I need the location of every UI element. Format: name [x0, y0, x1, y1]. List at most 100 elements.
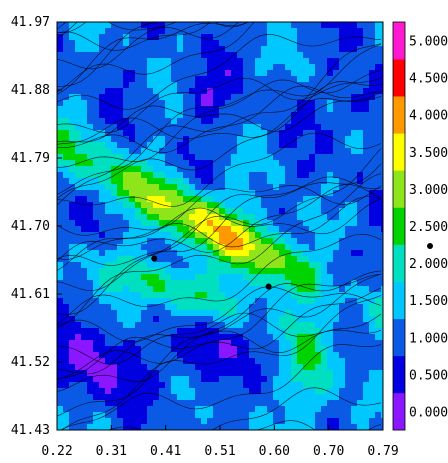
- heatmap-cell: [285, 310, 292, 317]
- heatmap-cell: [273, 250, 280, 257]
- heatmap-cell: [363, 244, 370, 251]
- heatmap-cell: [195, 112, 202, 119]
- heatmap-cell: [273, 388, 280, 395]
- heatmap-cell: [171, 166, 178, 173]
- heatmap-cell: [297, 292, 304, 299]
- heatmap-cell: [63, 292, 70, 299]
- heatmap-cell: [207, 190, 214, 197]
- heatmap-cell: [219, 190, 226, 197]
- heatmap-cell: [201, 370, 208, 377]
- heatmap-cell: [345, 358, 352, 365]
- heatmap-cell: [153, 28, 160, 35]
- heatmap-cell: [267, 358, 274, 365]
- heatmap-cell: [357, 112, 364, 119]
- heatmap-cell: [279, 160, 286, 167]
- heatmap-cell: [315, 64, 322, 71]
- heatmap-cell: [105, 400, 112, 407]
- heatmap-cell: [363, 22, 370, 29]
- heatmap-cell: [291, 142, 298, 149]
- heatmap-cell: [99, 364, 106, 371]
- heatmap-cell: [237, 166, 244, 173]
- heatmap-cell: [99, 94, 106, 101]
- heatmap-cell: [309, 28, 316, 35]
- heatmap-cell: [81, 304, 88, 311]
- heatmap-cell: [243, 154, 250, 161]
- heatmap-cell: [321, 304, 328, 311]
- heatmap-cell: [189, 418, 196, 425]
- heatmap-cell: [141, 112, 148, 119]
- heatmap-cell: [327, 190, 334, 197]
- heatmap-cell: [183, 334, 190, 341]
- heatmap-cell: [255, 22, 262, 29]
- y-tick-label: 41.97: [11, 15, 50, 30]
- heatmap-cell: [123, 76, 130, 83]
- heatmap-cell: [273, 256, 280, 263]
- heatmap-cell: [285, 40, 292, 47]
- heatmap-cell: [81, 160, 88, 167]
- heatmap-cell: [309, 76, 316, 83]
- heatmap-cell: [141, 28, 148, 35]
- heatmap-cell: [189, 388, 196, 395]
- heatmap-cell: [273, 400, 280, 407]
- heatmap-cell: [333, 352, 340, 359]
- heatmap-cell: [231, 232, 238, 239]
- heatmap-cell: [213, 256, 220, 263]
- heatmap-cell: [123, 46, 130, 53]
- heatmap-cell: [339, 124, 346, 131]
- heatmap-cell: [201, 328, 208, 335]
- heatmap-cell: [129, 208, 136, 215]
- heatmap-cell: [57, 334, 64, 341]
- heatmap-cell: [69, 172, 76, 179]
- heatmap-cell: [153, 376, 160, 383]
- y-tick-label: 41.70: [11, 219, 50, 234]
- heatmap-cell: [159, 352, 166, 359]
- heatmap-cell: [123, 190, 130, 197]
- heatmap-cell: [93, 418, 100, 425]
- heatmap-cell: [153, 154, 160, 161]
- heatmap-cell: [315, 70, 322, 77]
- heatmap-cell: [123, 376, 130, 383]
- heatmap-cell: [123, 142, 130, 149]
- heatmap-cell: [81, 346, 88, 353]
- heatmap-cell: [189, 262, 196, 269]
- heatmap-cell: [129, 394, 136, 401]
- heatmap-cell: [309, 256, 316, 263]
- heatmap-cell: [69, 178, 76, 185]
- heatmap-cell: [183, 226, 190, 233]
- heatmap-cell: [141, 382, 148, 389]
- heatmap-cell: [255, 172, 262, 179]
- heatmap-cell: [243, 208, 250, 215]
- heatmap-cell: [351, 394, 358, 401]
- heatmap-cell: [57, 274, 64, 281]
- heatmap-cell: [171, 280, 178, 287]
- heatmap-cell: [189, 106, 196, 113]
- heatmap-cell: [279, 214, 286, 221]
- heatmap-cell: [183, 244, 190, 251]
- heatmap-cell: [231, 226, 238, 233]
- heatmap-cell: [177, 160, 184, 167]
- heatmap-cell: [225, 82, 232, 89]
- heatmap-cell: [249, 112, 256, 119]
- heatmap-cell: [201, 130, 208, 137]
- heatmap-cell: [117, 202, 124, 209]
- heatmap-cell: [297, 328, 304, 335]
- heatmap-cell: [249, 94, 256, 101]
- heatmap-cell: [153, 280, 160, 287]
- heatmap-cell: [357, 418, 364, 425]
- heatmap-cell: [339, 166, 346, 173]
- heatmap-cell: [249, 232, 256, 239]
- heatmap-cell: [351, 316, 358, 323]
- heatmap-cell: [105, 226, 112, 233]
- heatmap-cell: [75, 328, 82, 335]
- heatmap-cell: [117, 166, 124, 173]
- heatmap-cell: [249, 22, 256, 29]
- heatmap-cell: [369, 58, 376, 65]
- heatmap-cell: [291, 208, 298, 215]
- heatmap-cell: [351, 124, 358, 131]
- heatmap-cell: [351, 412, 358, 419]
- heatmap-cell: [309, 52, 316, 59]
- heatmap-cell: [261, 196, 268, 203]
- heatmap-cell: [255, 316, 262, 323]
- heatmap-cell: [321, 94, 328, 101]
- heatmap-cell: [363, 268, 370, 275]
